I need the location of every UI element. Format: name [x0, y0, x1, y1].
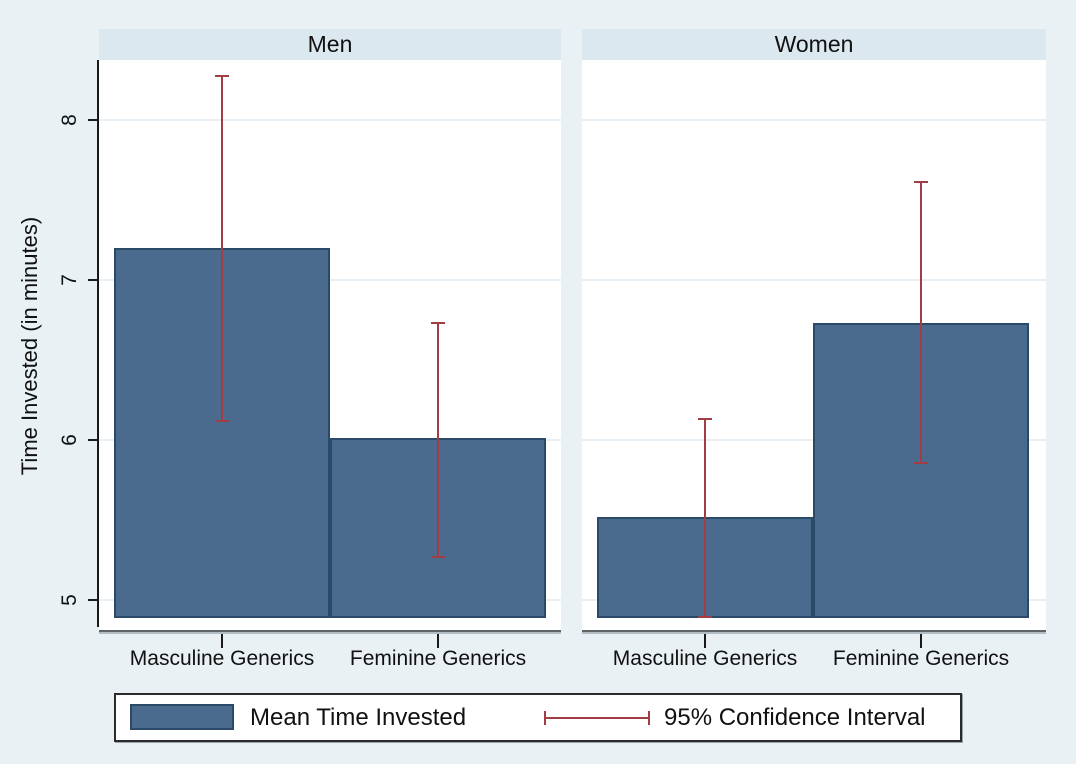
plot-area-men	[99, 60, 561, 630]
y-tick-mark	[88, 119, 97, 121]
y-tick-mark	[88, 439, 97, 441]
x-axis-line-women	[582, 630, 1046, 632]
x-tick-mark	[437, 634, 439, 648]
x-tick-mark	[221, 634, 223, 648]
y-tick-label: 6	[58, 434, 81, 446]
gridline	[99, 279, 561, 281]
y-axis-line	[97, 60, 99, 627]
x-tick-label: Masculine Generics	[612, 647, 798, 670]
y-tick-label: 5	[58, 594, 81, 606]
y-tick-mark	[88, 599, 97, 601]
y-tick-mark	[88, 279, 97, 281]
legend-label-mean: Mean Time Invested	[250, 703, 467, 731]
panel-title-women: Women	[582, 29, 1046, 60]
gridline	[99, 119, 561, 121]
legend-errorbar-icon	[544, 711, 650, 725]
confidence-interval	[914, 181, 928, 464]
panel-men: Men Masculine Generics Feminine Generics	[99, 0, 561, 764]
x-axis-line-men	[99, 630, 561, 632]
plot-area-women	[582, 60, 1046, 630]
panel-title-men: Men	[99, 29, 561, 60]
x-tick-mark	[704, 634, 706, 648]
y-tick-label: 8	[58, 114, 81, 126]
x-tick-label: Feminine Generics	[349, 647, 527, 670]
legend-label-ci: 95% Confidence Interval	[664, 703, 926, 731]
confidence-interval	[215, 75, 229, 422]
confidence-interval	[698, 418, 712, 618]
x-tick-label: Feminine Generics	[832, 647, 1010, 670]
x-tick-mark	[920, 634, 922, 648]
x-tick-label: Masculine Generics	[129, 647, 315, 670]
y-tick-label: 7	[58, 274, 81, 286]
y-axis-title: Time Invested (in minutes)	[17, 216, 42, 476]
legend: Mean Time Invested 95% Confidence Interv…	[114, 693, 962, 742]
gridline	[582, 119, 1046, 121]
confidence-interval	[431, 322, 445, 558]
legend-bar-swatch	[130, 704, 234, 730]
panel-women: Women Masculine Generics Feminine Generic…	[582, 0, 1046, 764]
gridline	[582, 279, 1046, 281]
